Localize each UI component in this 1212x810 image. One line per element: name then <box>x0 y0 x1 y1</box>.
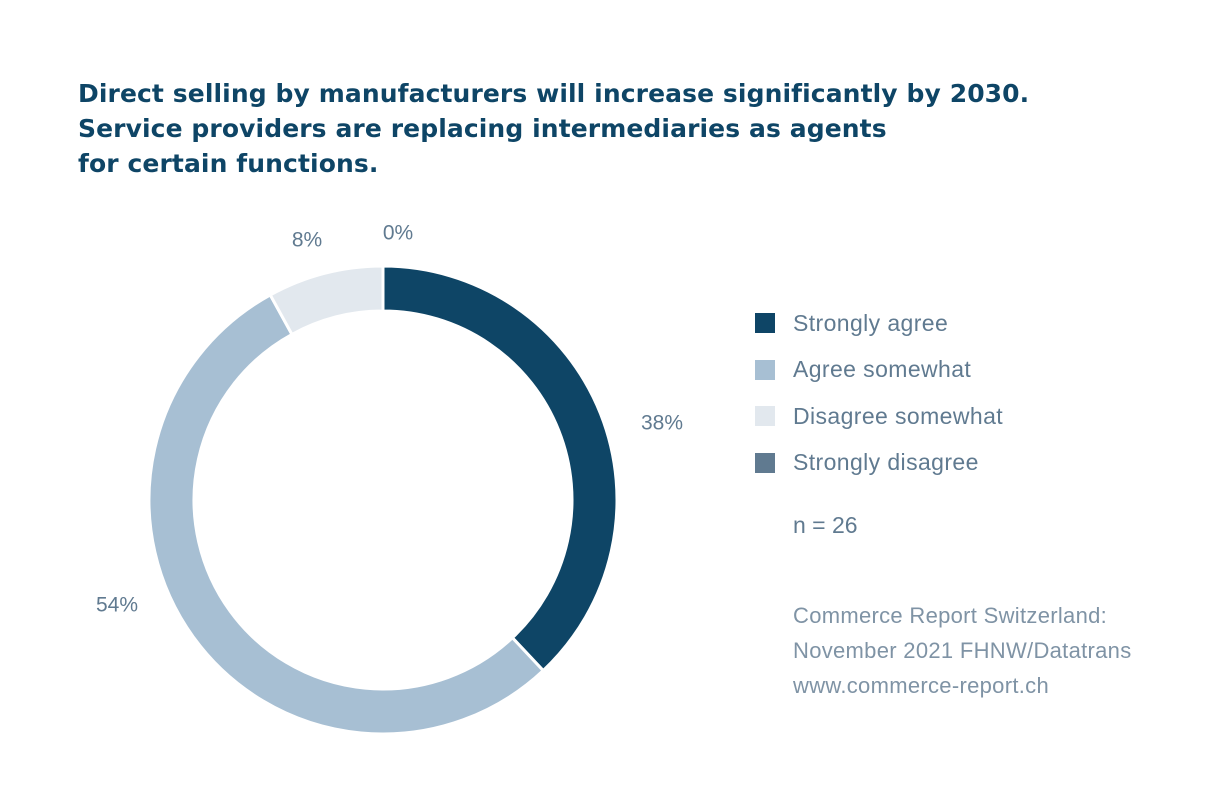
legend-label-agree-somewhat: Agree somewhat <box>793 356 972 383</box>
legend-item-agree-somewhat: Agree somewhat <box>755 347 1003 394</box>
title-line-2: Service providers are replacing intermed… <box>78 114 887 143</box>
legend-item-strongly-agree: Strongly agree <box>755 300 1003 347</box>
title-line-3: for certain functions. <box>78 149 379 178</box>
source-line-3: www.commerce-report.ch <box>793 673 1049 698</box>
source-line-1: Commerce Report Switzerland: <box>793 603 1108 628</box>
donut-slice-disagree-somewhat <box>268 264 385 337</box>
legend: Strongly agree Agree somewhat Disagree s… <box>755 300 1003 486</box>
legend-label-strongly-agree: Strongly agree <box>793 309 949 336</box>
slice-label-strongly-disagree: 0% <box>383 222 413 245</box>
donut-slice-strongly-agree <box>381 264 619 673</box>
legend-swatch-strongly-disagree <box>755 452 775 473</box>
donut-slice-agree-somewhat <box>147 292 546 736</box>
source-line-2: November 2021 FHNW/Datatrans <box>793 638 1132 663</box>
legend-label-strongly-disagree: Strongly disagree <box>793 449 979 476</box>
legend-label-disagree-somewhat: Disagree somewhat <box>793 402 1004 429</box>
legend-swatch-disagree-somewhat <box>755 406 775 427</box>
title-line-1: Direct selling by manufacturers will inc… <box>78 79 1030 108</box>
slice-label-disagree-somewhat: 8% <box>292 229 322 252</box>
slice-label-strongly-agree: 38% <box>641 412 683 435</box>
legend-item-disagree-somewhat: Disagree somewhat <box>755 393 1003 440</box>
chart-title: Direct selling by manufacturers will inc… <box>78 76 1078 181</box>
sample-size: n = 26 <box>793 512 858 538</box>
slice-label-agree-somewhat: 54% <box>96 594 138 617</box>
legend-swatch-strongly-agree <box>755 313 775 334</box>
legend-item-strongly-disagree: Strongly disagree <box>755 440 1003 487</box>
legend-swatch-agree-somewhat <box>755 359 775 380</box>
source-note: Commerce Report Switzerland: November 20… <box>793 598 1132 703</box>
